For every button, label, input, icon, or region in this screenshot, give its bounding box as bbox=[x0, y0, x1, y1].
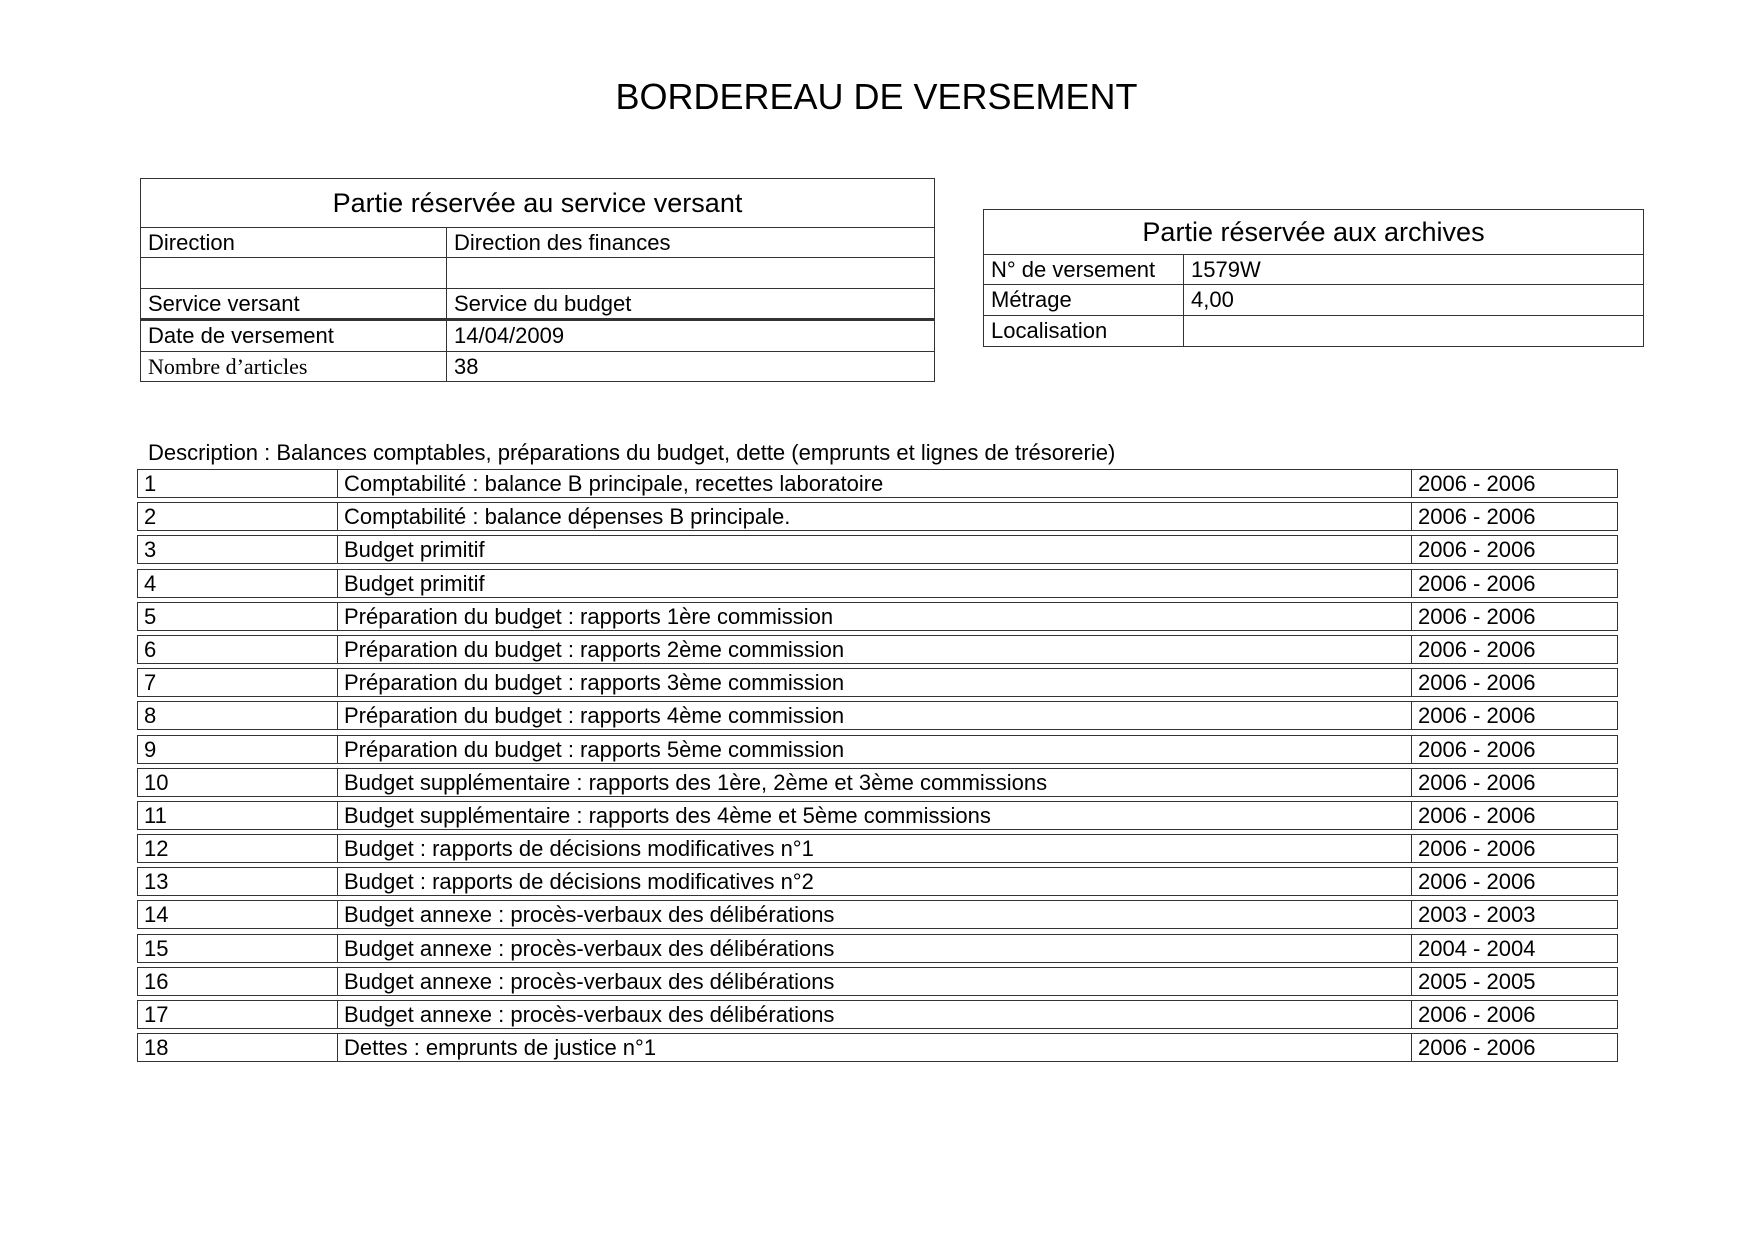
item-label: Préparation du budget : rapports 3ème co… bbox=[338, 669, 1412, 697]
table-row: 4 Budget primitif 2006 - 2006 bbox=[137, 568, 1618, 598]
field-label: Métrage bbox=[983, 284, 1184, 316]
item-dates: 2006 - 2006 bbox=[1418, 570, 1536, 596]
field-value bbox=[1183, 315, 1644, 347]
item-number: 18 bbox=[138, 1034, 338, 1062]
table-row: 10 Budget supplémentaire : rapports des 1… bbox=[137, 767, 1618, 797]
service-versant-table: Partie réservée au service versant Direc… bbox=[140, 178, 935, 382]
item-number: 1 bbox=[138, 470, 338, 497]
table-row: 3 Budget primitif 2006 - 2006 bbox=[137, 535, 1618, 565]
item-label: Comptabilité : balance B principale, rec… bbox=[338, 470, 1412, 497]
item-dates: 2006 - 2006 bbox=[1418, 802, 1536, 828]
item-number: 8 bbox=[138, 702, 338, 730]
table-row: 2 Comptabilité : balance dépenses B princ… bbox=[137, 502, 1618, 532]
item-label: Dettes : emprunts de justice n°1 bbox=[338, 1034, 1412, 1062]
item-number: 13 bbox=[138, 868, 338, 896]
item-label: Budget annexe : procès-verbaux des délib… bbox=[338, 967, 1412, 995]
item-dates: 2006 - 2006 bbox=[1418, 1002, 1536, 1027]
item-number: 9 bbox=[138, 735, 338, 763]
field-label: Direction bbox=[140, 227, 447, 258]
item-dates: 2006 - 2006 bbox=[1418, 603, 1536, 629]
item-number: 17 bbox=[138, 1001, 338, 1028]
item-label: Budget annexe : procès-verbaux des délib… bbox=[338, 901, 1412, 929]
item-dates: 2006 - 2006 bbox=[1418, 836, 1536, 862]
table-row: 13 Budget : rapports de décisions modific… bbox=[137, 867, 1618, 897]
item-number: 4 bbox=[138, 569, 338, 597]
description: Description : Balances comptables, prépa… bbox=[148, 440, 1116, 465]
item-number: 3 bbox=[138, 536, 338, 564]
table-row: 15 Budget annexe : procès-verbaux des dél… bbox=[137, 933, 1618, 963]
item-number: 14 bbox=[138, 901, 338, 929]
archives-header: Partie réservée aux archives bbox=[983, 209, 1644, 255]
item-dates: 2006 - 2006 bbox=[1418, 736, 1536, 762]
field-value: 1579W bbox=[1183, 254, 1644, 285]
item-number: 11 bbox=[138, 801, 338, 829]
item-dates: 2006 - 2006 bbox=[1418, 1035, 1536, 1061]
field-label: N° de versement bbox=[983, 254, 1184, 285]
table-row: 17 Budget annexe : procès-verbaux des dél… bbox=[137, 1000, 1618, 1029]
item-dates: 2006 - 2006 bbox=[1418, 670, 1536, 696]
item-label: Budget supplémentaire : rapports des 4èm… bbox=[338, 801, 1412, 829]
table-row: 1 Comptabilité : balance B principale, re… bbox=[137, 469, 1618, 498]
item-label: Budget primitif bbox=[338, 569, 1412, 597]
table-row: 7 Préparation du budget : rapports 3ème c… bbox=[137, 668, 1618, 698]
item-label: Préparation du budget : rapports 5ème co… bbox=[338, 735, 1412, 763]
table-row: 11 Budget supplémentaire : rapports des 4… bbox=[137, 800, 1618, 830]
item-label: Budget : rapports de décisions modificat… bbox=[338, 868, 1412, 896]
field-value: Direction des finances bbox=[446, 227, 935, 258]
table-row: 14 Budget annexe : procès-verbaux des dél… bbox=[137, 900, 1618, 930]
items-table: 1 Comptabilité : balance B principale, re… bbox=[137, 469, 1618, 1066]
item-dates: 2006 - 2006 bbox=[1418, 636, 1536, 662]
item-label: Budget : rapports de décisions modificat… bbox=[338, 835, 1412, 863]
item-dates: 2003 - 2003 bbox=[1418, 902, 1536, 928]
item-dates: 2006 - 2006 bbox=[1418, 471, 1536, 496]
item-number: 10 bbox=[138, 768, 338, 796]
item-number: 12 bbox=[138, 835, 338, 863]
field-value bbox=[446, 257, 935, 289]
item-label: Budget annexe : procès-verbaux des délib… bbox=[338, 934, 1412, 962]
item-label: Budget primitif bbox=[338, 536, 1412, 564]
item-dates: 2004 - 2004 bbox=[1418, 935, 1536, 961]
archives-table: Partie réservée aux archives N° de verse… bbox=[983, 209, 1644, 347]
table-row: 5 Préparation du budget : rapports 1ère c… bbox=[137, 601, 1618, 631]
item-dates: 2006 - 2006 bbox=[1418, 769, 1536, 795]
field-value: Service du budget bbox=[446, 288, 935, 320]
item-number: 5 bbox=[138, 602, 338, 630]
item-number: 7 bbox=[138, 669, 338, 697]
item-number: 15 bbox=[138, 934, 338, 962]
table-row: 6 Préparation du budget : rapports 2ème c… bbox=[137, 634, 1618, 664]
field-value: 14/04/2009 bbox=[446, 319, 935, 352]
item-label: Budget annexe : procès-verbaux des délib… bbox=[338, 1001, 1412, 1028]
table-row: 8 Préparation du budget : rapports 4ème c… bbox=[137, 701, 1618, 731]
item-label: Préparation du budget : rapports 4ème co… bbox=[338, 702, 1412, 730]
field-label: Service versant bbox=[140, 288, 447, 320]
table-row: 16 Budget annexe : procès-verbaux des dél… bbox=[137, 966, 1618, 996]
item-number: 2 bbox=[138, 503, 338, 531]
service-versant-header: Partie réservée au service versant bbox=[140, 178, 935, 228]
table-row: 9 Préparation du budget : rapports 5ème c… bbox=[137, 734, 1618, 764]
item-label: Budget supplémentaire : rapports des 1èr… bbox=[338, 768, 1412, 796]
field-value: 4,00 bbox=[1183, 284, 1644, 316]
field-label: Localisation bbox=[983, 315, 1184, 347]
field-label bbox=[140, 257, 447, 289]
item-number: 16 bbox=[138, 967, 338, 995]
item-label: Préparation du budget : rapports 2ème co… bbox=[338, 635, 1412, 663]
item-label: Comptabilité : balance dépenses B princi… bbox=[338, 503, 1412, 531]
table-row: 18 Dettes : emprunts de justice n°1 2006 -… bbox=[137, 1033, 1618, 1063]
item-dates: 2006 - 2006 bbox=[1418, 703, 1536, 729]
table-row: 12 Budget : rapports de décisions modific… bbox=[137, 834, 1618, 864]
field-label: Date de versement bbox=[140, 319, 447, 352]
item-dates: 2006 - 2006 bbox=[1418, 537, 1536, 563]
item-dates: 2005 - 2005 bbox=[1418, 968, 1536, 994]
item-label: Préparation du budget : rapports 1ère co… bbox=[338, 602, 1412, 630]
field-value: 38 bbox=[446, 351, 935, 382]
field-label: Nombre d’articles bbox=[140, 351, 447, 382]
item-number: 6 bbox=[138, 635, 338, 663]
document-title: BORDEREAU DE VERSEMENT bbox=[615, 76, 1138, 117]
item-dates: 2006 - 2006 bbox=[1418, 504, 1536, 530]
item-dates: 2006 - 2006 bbox=[1418, 869, 1536, 895]
